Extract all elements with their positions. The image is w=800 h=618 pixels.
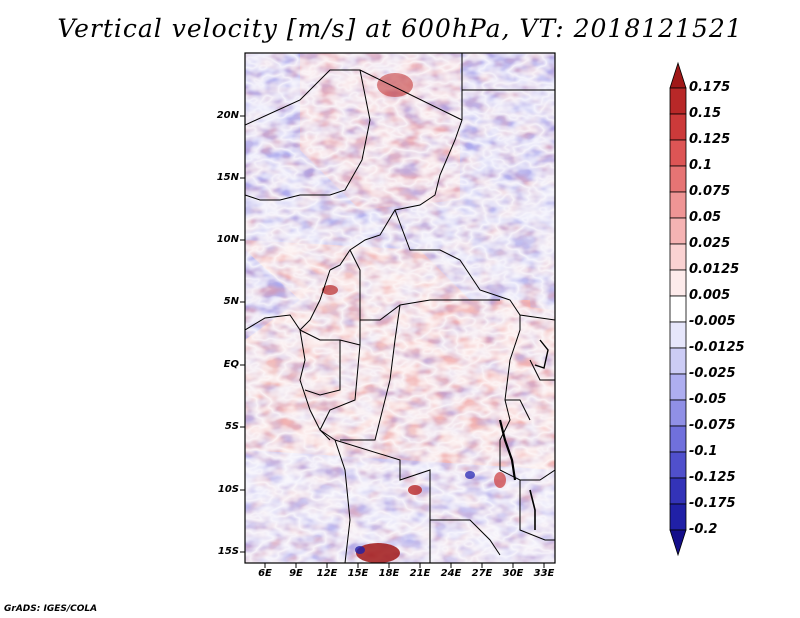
grads-credit: GrADS: IGES/COLA xyxy=(4,604,98,614)
colorbar-label: 0.125 xyxy=(689,132,731,147)
lat-label: 5N xyxy=(223,296,239,307)
lat-label: 5S xyxy=(224,421,239,432)
lon-label: 18E xyxy=(378,568,400,579)
lon-label: 6E xyxy=(258,568,272,579)
colorbar-label: 0.175 xyxy=(689,80,731,95)
map-frame xyxy=(244,52,556,564)
lon-label: 24E xyxy=(440,568,462,579)
lon-label: 9E xyxy=(289,568,303,579)
colorbar-label: 0.075 xyxy=(689,184,731,199)
colorbar-label: -0.1 xyxy=(689,444,718,459)
map-ticks xyxy=(240,115,545,568)
colorbar-label: -0.175 xyxy=(689,496,736,511)
colorbar-label: -0.0125 xyxy=(689,340,745,355)
lat-label: 15N xyxy=(216,172,239,183)
lat-label: 20N xyxy=(216,110,239,121)
colorbar-label: 0.15 xyxy=(689,106,722,121)
colorbar-label: 0.025 xyxy=(689,236,731,251)
colorbar-label: -0.2 xyxy=(689,522,718,537)
colorbar-bottom-arrow xyxy=(669,529,687,557)
lon-label: 33E xyxy=(533,568,555,579)
colorbar xyxy=(669,61,687,557)
lat-label: 10N xyxy=(216,234,239,245)
colorbar-label: 0.005 xyxy=(689,288,731,303)
lat-label: EQ xyxy=(223,359,239,370)
colorbar-label: -0.05 xyxy=(689,392,727,407)
lon-label: 27E xyxy=(471,568,493,579)
colorbar-label: -0.125 xyxy=(689,470,736,485)
country-boundaries xyxy=(245,53,555,563)
lon-label: 30E xyxy=(502,568,524,579)
colorbar-label: 0.05 xyxy=(689,210,722,225)
lon-label: 15E xyxy=(347,568,369,579)
colorbar-label: 0.1 xyxy=(689,158,713,173)
colorbar-label: 0.0125 xyxy=(689,262,740,277)
lat-label: 15S xyxy=(217,546,239,557)
map-title: Vertical velocity [m/s] at 600hPa, VT: 2… xyxy=(57,14,743,43)
colorbar-label: -0.025 xyxy=(689,366,736,381)
lon-label: 21E xyxy=(409,568,431,579)
colorbar-top-arrow xyxy=(669,61,687,89)
colorbar-label: -0.075 xyxy=(689,418,736,433)
lon-label: 12E xyxy=(316,568,338,579)
lat-label: 10S xyxy=(217,484,239,495)
colorbar-label: -0.005 xyxy=(689,314,736,329)
